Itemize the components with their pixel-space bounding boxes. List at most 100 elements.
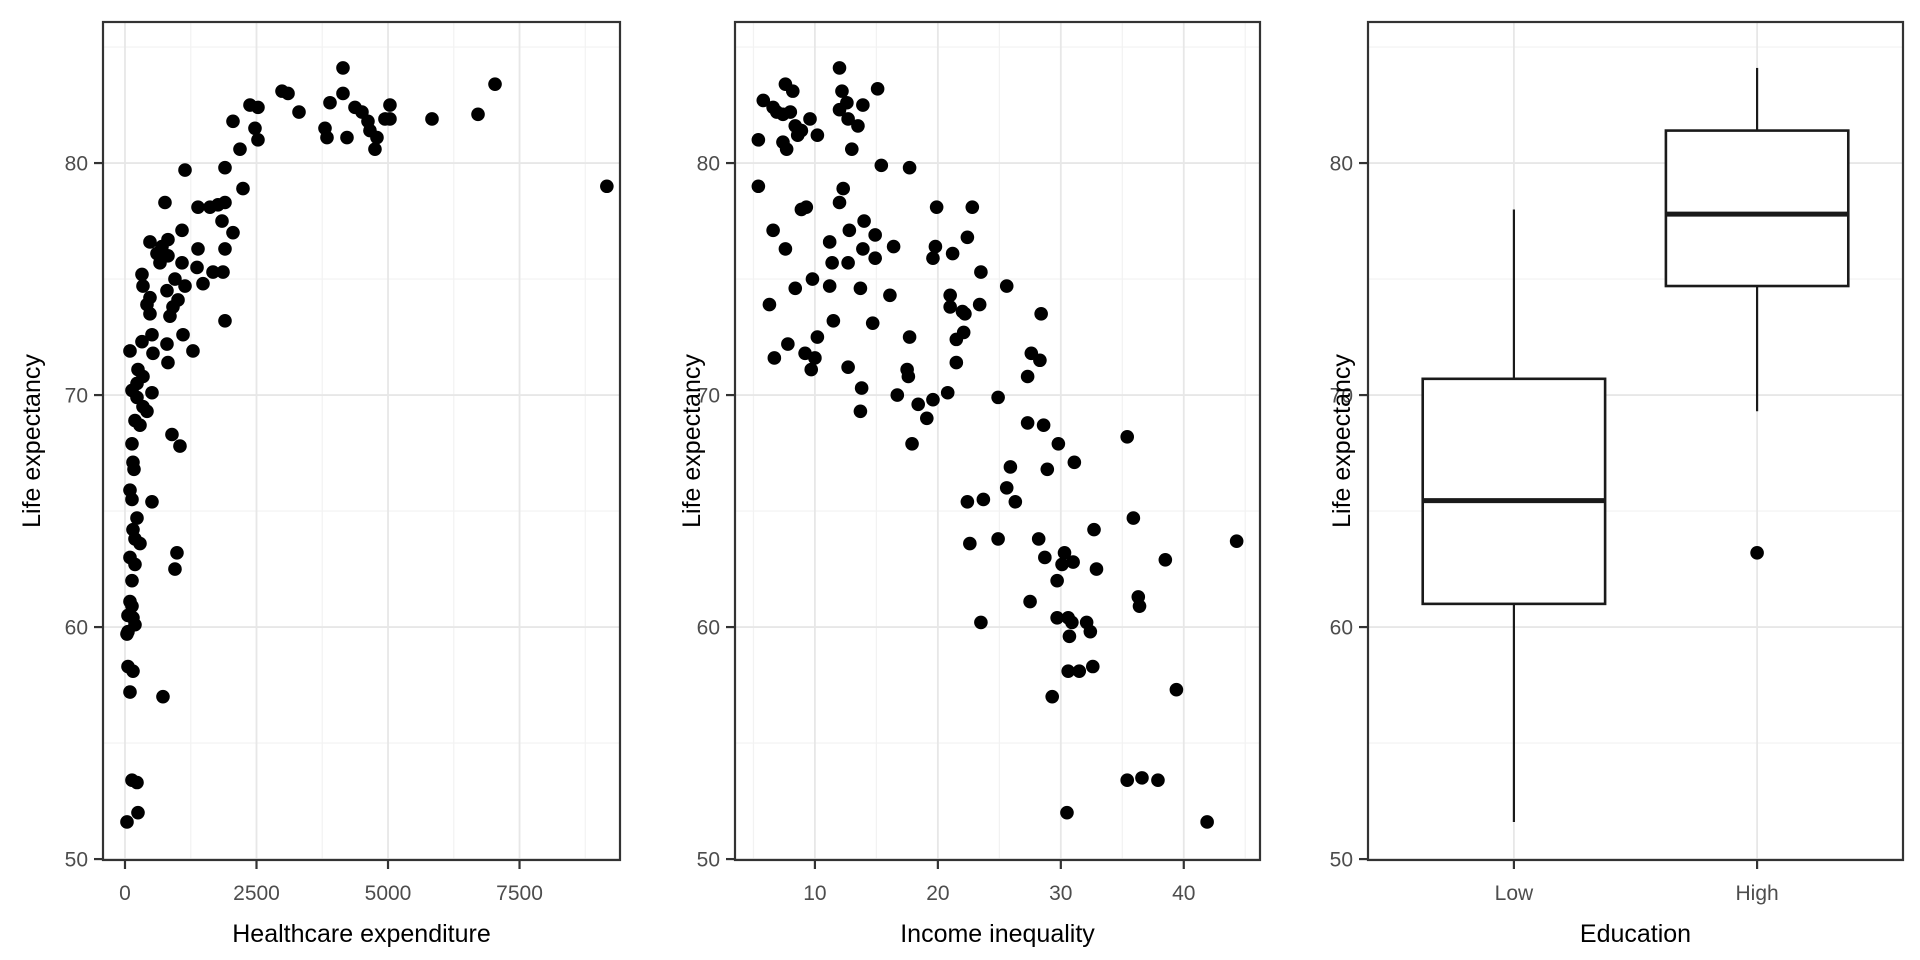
x-tick-label: 0 — [119, 882, 131, 905]
scatter-point — [1158, 552, 1173, 567]
scatter-point — [1089, 562, 1104, 576]
scatter-point — [1083, 624, 1098, 639]
panel-education-boxplot: Low High 50 60 70 80 Education Life expectancy — [1310, 0, 1920, 960]
scatter-point — [751, 179, 766, 194]
scatter-point — [125, 573, 139, 588]
scatter-point — [974, 265, 988, 279]
scatter-point — [856, 242, 870, 256]
x-tick-label: 30 — [1049, 882, 1072, 905]
scatter-point — [902, 330, 917, 344]
scatter-point — [145, 494, 159, 509]
scatter-point — [835, 84, 849, 98]
scatter-point — [1055, 557, 1069, 572]
scatter-point — [175, 223, 189, 238]
x-tick-label: High — [1735, 882, 1778, 905]
scatter-point — [949, 355, 964, 370]
scatter-point — [1061, 664, 1075, 678]
scatter-point — [251, 133, 265, 147]
scatter-point — [785, 84, 800, 98]
scatter-point — [901, 369, 916, 384]
scatter-point — [1023, 594, 1037, 609]
y-tick-label: 60 — [697, 617, 720, 640]
scatter-point — [826, 314, 841, 328]
y-tick-label: 70 — [697, 385, 720, 408]
scatter-point — [902, 160, 917, 175]
scatter-point — [378, 112, 392, 126]
scatter-point — [804, 362, 819, 377]
x-tick-label: Low — [1495, 882, 1534, 905]
scatter-point — [1132, 599, 1147, 613]
scatter-point — [1120, 773, 1135, 787]
scatter-point — [928, 239, 943, 254]
scatter-point — [190, 260, 204, 275]
scatter-point — [292, 105, 306, 119]
scatter-point — [236, 181, 250, 196]
scatter-point — [781, 337, 795, 351]
scatter-point — [783, 105, 798, 119]
scatter-point — [226, 225, 240, 240]
scatter-point — [841, 256, 855, 270]
scatter-point — [178, 163, 192, 177]
scatter-point — [905, 436, 919, 451]
scatter-point — [125, 436, 139, 451]
y-tick-label: 60 — [65, 617, 88, 640]
y-axis-title: Life expectancy — [678, 354, 706, 528]
scatter-point — [1045, 689, 1060, 704]
scatter-point — [810, 330, 825, 344]
y-tick-label: 80 — [1330, 153, 1353, 176]
scatter-point — [926, 251, 940, 265]
scatter-point — [123, 344, 137, 358]
scatter-point — [248, 121, 262, 136]
scatter-point — [488, 77, 502, 91]
scatter-point — [991, 390, 1005, 405]
scatter-point — [1050, 573, 1064, 588]
scatter-point — [1040, 462, 1055, 477]
scatter-point — [178, 279, 192, 293]
scatter-point — [851, 119, 865, 133]
scatter-point — [1151, 773, 1165, 787]
scatter-point — [251, 100, 265, 115]
y-tick-label: 50 — [65, 849, 88, 872]
scatter-point — [1200, 815, 1214, 829]
scatter-point — [123, 685, 137, 699]
scatter-point — [153, 256, 167, 270]
scatter-point — [176, 327, 190, 342]
scatter-point — [218, 195, 232, 210]
scatter-point — [1060, 805, 1074, 820]
scatter-point — [218, 160, 232, 175]
outlier-point — [1750, 546, 1764, 560]
scatter-point — [131, 805, 145, 820]
scatter-point — [805, 272, 820, 286]
scatter-point — [173, 439, 187, 453]
scatter-point — [1120, 430, 1135, 444]
scatter-point — [1038, 550, 1052, 565]
scatter-point — [1065, 615, 1079, 630]
scatter-point — [340, 130, 354, 145]
scatter-point — [766, 223, 780, 238]
scatter-point — [767, 351, 782, 365]
scatter-point — [120, 815, 134, 829]
scatter-point — [336, 61, 350, 75]
panel-healthcare-expenditure-scatter: 0 2500 5000 7500 50 60 70 80 Healthcare expendit… — [0, 0, 660, 960]
scatter-point — [841, 112, 855, 126]
scatter-point — [218, 314, 232, 328]
scatter-point — [842, 223, 857, 238]
scatter-point — [135, 267, 149, 282]
x-tick-label: 40 — [1172, 882, 1195, 905]
scatter-point — [135, 334, 149, 349]
scatter-point — [854, 381, 869, 395]
x-axis-title: Healthcare expenditure — [232, 920, 491, 948]
scatter-point — [963, 536, 977, 551]
scatter-point — [136, 279, 150, 293]
scatter-point — [1008, 494, 1023, 509]
y-tick-label: 80 — [65, 153, 88, 176]
scatter-point — [133, 536, 147, 551]
scatter-point — [130, 775, 144, 790]
scatter-point — [218, 242, 232, 256]
scatter-point — [853, 404, 868, 419]
scatter-point — [788, 281, 803, 296]
scatter-point — [868, 251, 882, 265]
scatter-point — [127, 462, 141, 477]
scatter-point — [1033, 353, 1047, 368]
scatter-point — [779, 142, 794, 156]
